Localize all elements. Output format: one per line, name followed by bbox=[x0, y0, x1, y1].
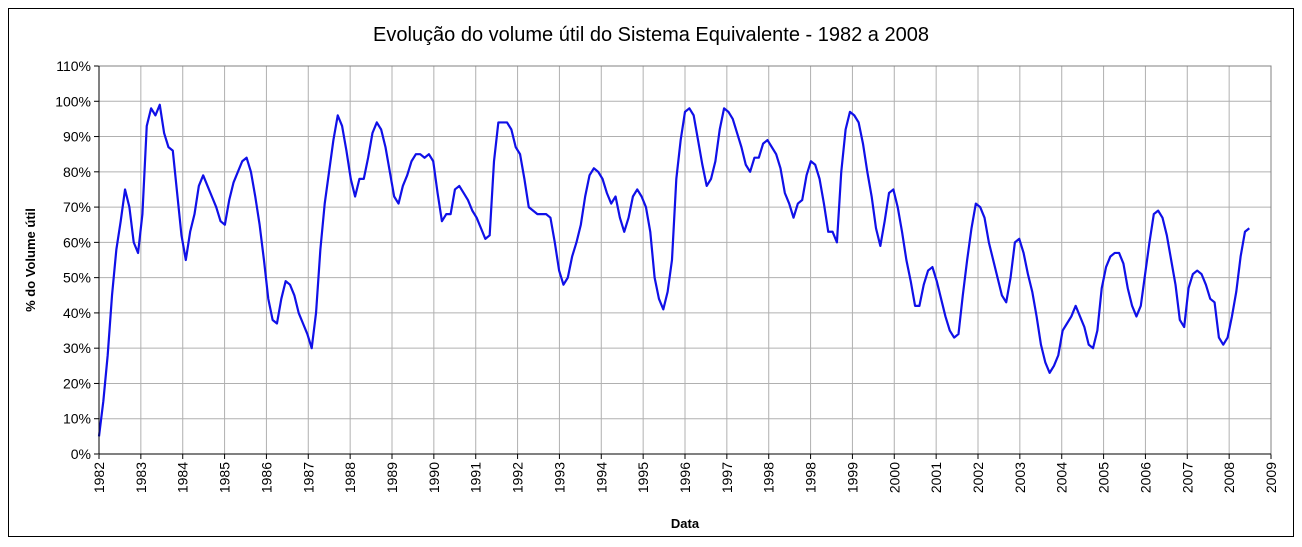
x-tick-label: 2001 bbox=[928, 462, 944, 493]
y-tick-label: 20% bbox=[63, 375, 91, 391]
y-tick-label: 40% bbox=[63, 305, 91, 321]
x-tick-label: 1983 bbox=[133, 462, 149, 493]
x-tick-label: 1999 bbox=[844, 462, 860, 493]
y-tick-label: 80% bbox=[63, 164, 91, 180]
x-tick-label: 1998 bbox=[803, 462, 819, 493]
x-tick-label: 2003 bbox=[1012, 462, 1028, 493]
x-tick-label: 2005 bbox=[1096, 462, 1112, 493]
y-axis-title: % do Volume útil bbox=[23, 208, 38, 312]
y-tick-label: 70% bbox=[63, 199, 91, 215]
x-tick-label: 1990 bbox=[426, 462, 442, 493]
x-tick-label: 1989 bbox=[384, 462, 400, 493]
y-tick-label: 90% bbox=[63, 129, 91, 145]
y-tick-label: 0% bbox=[71, 446, 91, 462]
chart-title: Evolução do volume útil do Sistema Equiv… bbox=[373, 24, 929, 46]
x-tick-label: 1997 bbox=[719, 462, 735, 493]
x-tick-label: 2002 bbox=[970, 462, 986, 493]
x-tick-label: 1993 bbox=[551, 462, 567, 493]
x-tick-label: 2007 bbox=[1179, 462, 1195, 493]
x-tick-label: 1991 bbox=[468, 462, 484, 493]
x-tick-label: 1996 bbox=[677, 462, 693, 493]
data-line bbox=[97, 103, 1250, 437]
x-tick-label: 2008 bbox=[1221, 462, 1237, 493]
y-tick-label: 110% bbox=[56, 58, 91, 74]
y-tick-label: 10% bbox=[63, 411, 91, 427]
y-tick-label: 60% bbox=[63, 234, 91, 250]
x-tick-label: 2009 bbox=[1263, 462, 1279, 493]
x-tick-label: 1987 bbox=[300, 462, 316, 493]
x-tick-label: 1984 bbox=[175, 462, 191, 493]
x-tick-label: 1992 bbox=[510, 462, 526, 493]
x-tick-label: 1988 bbox=[342, 462, 358, 493]
y-tick-label: 30% bbox=[63, 340, 91, 356]
x-axis-title: Data bbox=[671, 516, 700, 531]
y-tick-label: 100% bbox=[55, 93, 91, 109]
x-tick-label: 2004 bbox=[1054, 462, 1070, 493]
x-tick-label: 2000 bbox=[886, 462, 902, 493]
x-tick-label: 1986 bbox=[258, 462, 274, 493]
x-tick-label: 1985 bbox=[217, 462, 233, 493]
y-tick-label: 50% bbox=[63, 270, 91, 286]
x-tick-label: 1998 bbox=[761, 462, 777, 493]
x-tick-label: 1994 bbox=[593, 462, 609, 493]
x-tick-label: 2006 bbox=[1137, 462, 1153, 493]
x-tick-label: 1995 bbox=[635, 462, 651, 493]
x-tick-label: 1982 bbox=[91, 462, 107, 493]
